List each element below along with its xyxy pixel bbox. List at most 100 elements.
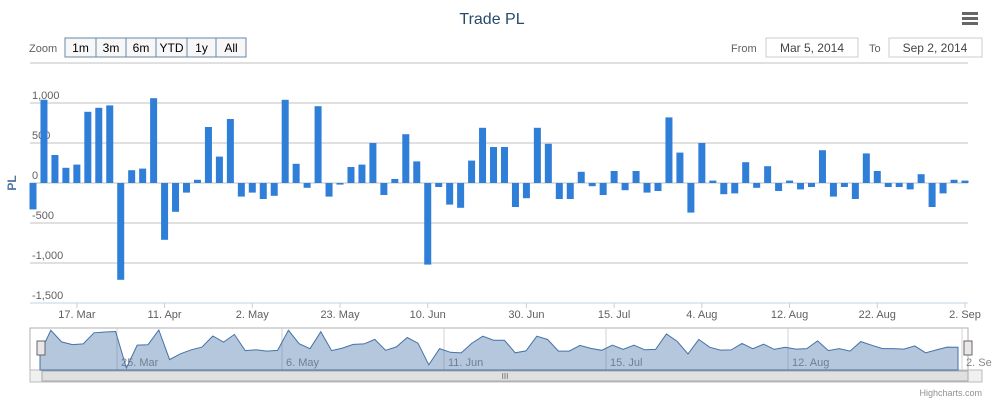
to-label: To: [869, 43, 881, 55]
zoom-button-label: All: [224, 41, 237, 55]
bar: [204, 127, 212, 183]
x-tick-label: 2. Sep: [949, 309, 981, 321]
from-label: From: [731, 43, 757, 55]
bar: [226, 119, 234, 183]
bar: [457, 183, 465, 208]
bar: [862, 153, 870, 183]
navigator-area: [39, 328, 959, 371]
from-input[interactable]: [765, 37, 859, 58]
bar: [248, 183, 256, 193]
bar: [840, 183, 848, 187]
bar: [193, 179, 201, 183]
zoom-button-label: YTD: [160, 41, 184, 55]
bar: [742, 162, 750, 183]
x-tick-label: 10. Jun: [410, 309, 446, 321]
zoom-label: Zoom: [29, 43, 57, 55]
navigator-label: 15. Jul: [610, 357, 642, 369]
bar: [643, 183, 651, 193]
x-tick-label: 15. Jul: [598, 309, 630, 321]
bar: [292, 163, 300, 183]
zoom-button-label: 1y: [195, 41, 208, 55]
bar: [128, 170, 136, 183]
bar: [829, 183, 837, 197]
bar: [358, 164, 366, 183]
bar: [281, 99, 289, 183]
navigator-handle[interactable]: [963, 340, 973, 356]
bar: [172, 183, 180, 212]
zoom-button[interactable]: [215, 37, 247, 58]
bar: [807, 183, 815, 187]
x-tick-label: 30. Jun: [508, 309, 544, 321]
to-value: Sep 2, 2014: [903, 41, 968, 55]
bar: [161, 183, 169, 240]
bar: [106, 105, 114, 183]
y-tick-label: -1,500: [32, 290, 63, 302]
bar: [599, 183, 607, 195]
bar: [709, 180, 717, 183]
bar: [917, 174, 925, 183]
bar: [775, 183, 783, 191]
y-tick-label: 1,000: [32, 90, 60, 102]
bar: [764, 166, 772, 183]
bar: [522, 183, 530, 199]
bar: [588, 183, 596, 187]
bar: [544, 143, 552, 183]
bar: [884, 183, 892, 187]
bar: [818, 150, 826, 183]
bar: [731, 183, 739, 194]
bar: [215, 156, 223, 183]
bar: [753, 183, 761, 188]
menu-bar: [962, 17, 978, 20]
menu-button[interactable]: [962, 12, 978, 25]
bar: [720, 183, 728, 195]
bar: [369, 143, 377, 183]
scrollbar-grip: III: [502, 372, 509, 381]
zoom-button-label: 3m: [103, 41, 120, 55]
zoom-button-label: 1m: [72, 41, 89, 55]
bar: [511, 183, 519, 207]
bar: [446, 183, 454, 205]
bar: [928, 183, 936, 207]
bar: [314, 106, 322, 183]
bar: [259, 183, 267, 199]
zoom-buttons: 1m 3m 6m YTD 1y All: [64, 37, 247, 58]
bar: [270, 183, 278, 196]
bar: [950, 179, 958, 183]
navigator-label: 2. Se: [966, 357, 992, 369]
bar: [62, 167, 70, 183]
x-tick-label: 23. May: [320, 309, 360, 321]
bar: [490, 147, 498, 183]
bar: [895, 183, 903, 187]
bar: [150, 98, 158, 183]
bar: [939, 183, 947, 194]
bar: [676, 152, 684, 183]
bar: [500, 147, 508, 183]
bar: [391, 179, 399, 183]
zoom-button-label: 6m: [133, 41, 150, 55]
navigator-handle[interactable]: [36, 340, 46, 356]
bar: [468, 160, 476, 183]
bar: [698, 143, 706, 183]
bar: [654, 183, 662, 191]
bar: [797, 183, 805, 190]
to-input[interactable]: [888, 37, 983, 58]
x-tick-label: 22. Aug: [859, 309, 896, 321]
x-tick-label: 4. Aug: [686, 309, 717, 321]
bar: [424, 183, 432, 265]
bar: [961, 180, 969, 183]
bar: [183, 183, 191, 193]
x-tick-label: 17. Mar: [58, 309, 96, 321]
x-tick-label: 11. Apr: [148, 309, 182, 321]
bar: [84, 111, 92, 183]
menu-bar: [962, 22, 978, 25]
credits[interactable]: Highcharts.com: [919, 388, 982, 398]
y-tick-label: -1,000: [32, 250, 63, 262]
bar: [139, 168, 147, 183]
y-axis-title: PL: [5, 175, 19, 190]
bar: [325, 183, 333, 197]
bar: [665, 117, 673, 183]
navigator-label: 11. Jun: [448, 357, 483, 369]
bar: [347, 167, 355, 183]
scrollbar-thumb[interactable]: [41, 370, 969, 382]
bar: [117, 183, 125, 280]
